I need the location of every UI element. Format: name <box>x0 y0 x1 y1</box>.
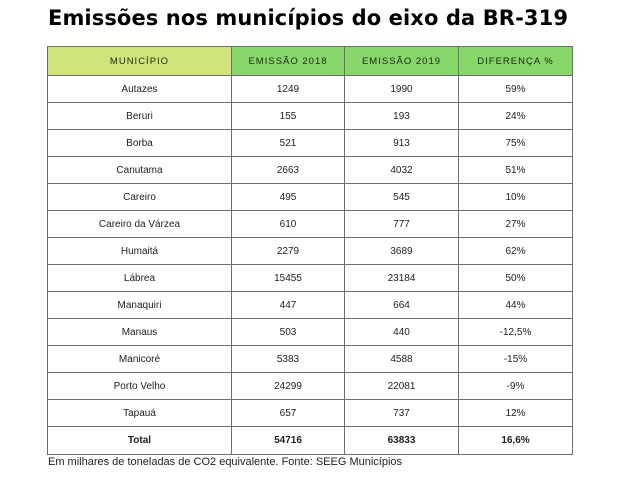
cell-municipio: Lábrea <box>47 264 232 292</box>
cell-diferenca: 75% <box>458 129 573 157</box>
cell-emissao-2019: 3689 <box>344 237 459 265</box>
table-row: Porto Velho 24299 22081 -9% <box>47 372 573 400</box>
cell-diferenca: 24% <box>458 102 573 130</box>
total-cell-emissao-2019: 63833 <box>344 426 459 455</box>
cell-diferenca: 44% <box>458 291 573 319</box>
cell-emissao-2019: 737 <box>344 399 459 427</box>
cell-diferenca: 50% <box>458 264 573 292</box>
cell-emissao-2019: 913 <box>344 129 459 157</box>
cell-municipio: Manicoré <box>47 345 232 373</box>
cell-municipio: Careiro da Várzea <box>47 210 232 238</box>
cell-municipio: Autazes <box>47 75 232 103</box>
cell-emissao-2018: 610 <box>231 210 345 238</box>
cell-diferenca: -15% <box>458 345 573 373</box>
table-row: Manicoré 5383 4588 -15% <box>47 345 573 373</box>
table-row: Lábrea 15455 23184 50% <box>47 264 573 292</box>
cell-emissao-2019: 22081 <box>344 372 459 400</box>
cell-emissao-2018: 15455 <box>231 264 345 292</box>
column-header-emissao-2018: EMISSÃO 2018 <box>231 46 345 76</box>
table-row: Careiro 495 545 10% <box>47 183 573 211</box>
cell-municipio: Canutama <box>47 156 232 184</box>
table-row: Humaitá 2279 3689 62% <box>47 237 573 265</box>
cell-municipio: Borba <box>47 129 232 157</box>
cell-diferenca: 12% <box>458 399 573 427</box>
table-row: Borba 521 913 75% <box>47 129 573 157</box>
cell-emissao-2018: 2663 <box>231 156 345 184</box>
cell-emissao-2019: 4032 <box>344 156 459 184</box>
cell-emissao-2018: 5383 <box>231 345 345 373</box>
table-row: Manaquiri 447 664 44% <box>47 291 573 319</box>
table-row: Beruri 155 193 24% <box>47 102 573 130</box>
table-row: Autazes 1249 1990 59% <box>47 75 573 103</box>
table-body: Autazes 1249 1990 59% Beruri 155 193 24% Borba 52… <box>47 75 573 455</box>
cell-municipio: Manaquiri <box>47 291 232 319</box>
emissions-table: MUNICÍPIO EMISSÃO 2018 EMISSÃO 2019 DIFE… <box>47 46 573 455</box>
cell-emissao-2019: 4588 <box>344 345 459 373</box>
cell-municipio: Careiro <box>47 183 232 211</box>
cell-municipio: Humaitá <box>47 237 232 265</box>
cell-municipio: Manaus <box>47 318 232 346</box>
cell-diferenca: 62% <box>458 237 573 265</box>
total-cell-emissao-2018: 54716 <box>231 426 345 455</box>
total-cell-diferenca: 16,6% <box>458 426 573 455</box>
cell-diferenca: -12,5% <box>458 318 573 346</box>
cell-diferenca: 27% <box>458 210 573 238</box>
cell-emissao-2018: 495 <box>231 183 345 211</box>
table-header-row: MUNICÍPIO EMISSÃO 2018 EMISSÃO 2019 DIFE… <box>47 46 573 76</box>
cell-emissao-2018: 503 <box>231 318 345 346</box>
column-header-municipio: MUNICÍPIO <box>47 46 232 76</box>
cell-diferenca: 59% <box>458 75 573 103</box>
cell-emissao-2019: 777 <box>344 210 459 238</box>
table-row: Careiro da Várzea 610 777 27% <box>47 210 573 238</box>
cell-municipio: Porto Velho <box>47 372 232 400</box>
cell-diferenca: 51% <box>458 156 573 184</box>
cell-diferenca: -9% <box>458 372 573 400</box>
cell-municipio: Beruri <box>47 102 232 130</box>
table-row: Tapauá 657 737 12% <box>47 399 573 427</box>
column-header-diferenca: DIFERENÇA % <box>458 46 573 76</box>
cell-emissao-2018: 447 <box>231 291 345 319</box>
table-row: Canutama 2663 4032 51% <box>47 156 573 184</box>
cell-diferenca: 10% <box>458 183 573 211</box>
cell-emissao-2018: 155 <box>231 102 345 130</box>
footnote: Em milhares de toneladas de CO2 equivale… <box>48 456 403 468</box>
page-title: Emissões nos municípios do eixo da BR-31… <box>48 6 569 30</box>
cell-emissao-2019: 23184 <box>344 264 459 292</box>
cell-emissao-2018: 657 <box>231 399 345 427</box>
cell-emissao-2018: 2279 <box>231 237 345 265</box>
cell-emissao-2019: 193 <box>344 102 459 130</box>
cell-emissao-2019: 545 <box>344 183 459 211</box>
cell-municipio: Tapauá <box>47 399 232 427</box>
cell-emissao-2019: 1990 <box>344 75 459 103</box>
column-header-emissao-2019: EMISSÃO 2019 <box>344 46 459 76</box>
cell-emissao-2018: 24299 <box>231 372 345 400</box>
cell-emissao-2018: 521 <box>231 129 345 157</box>
table-row: Manaus 503 440 -12,5% <box>47 318 573 346</box>
cell-emissao-2019: 440 <box>344 318 459 346</box>
cell-emissao-2019: 664 <box>344 291 459 319</box>
cell-emissao-2018: 1249 <box>231 75 345 103</box>
total-cell-municipio: Total <box>47 426 232 455</box>
total-row: Total 54716 63833 16,6% <box>47 426 573 455</box>
